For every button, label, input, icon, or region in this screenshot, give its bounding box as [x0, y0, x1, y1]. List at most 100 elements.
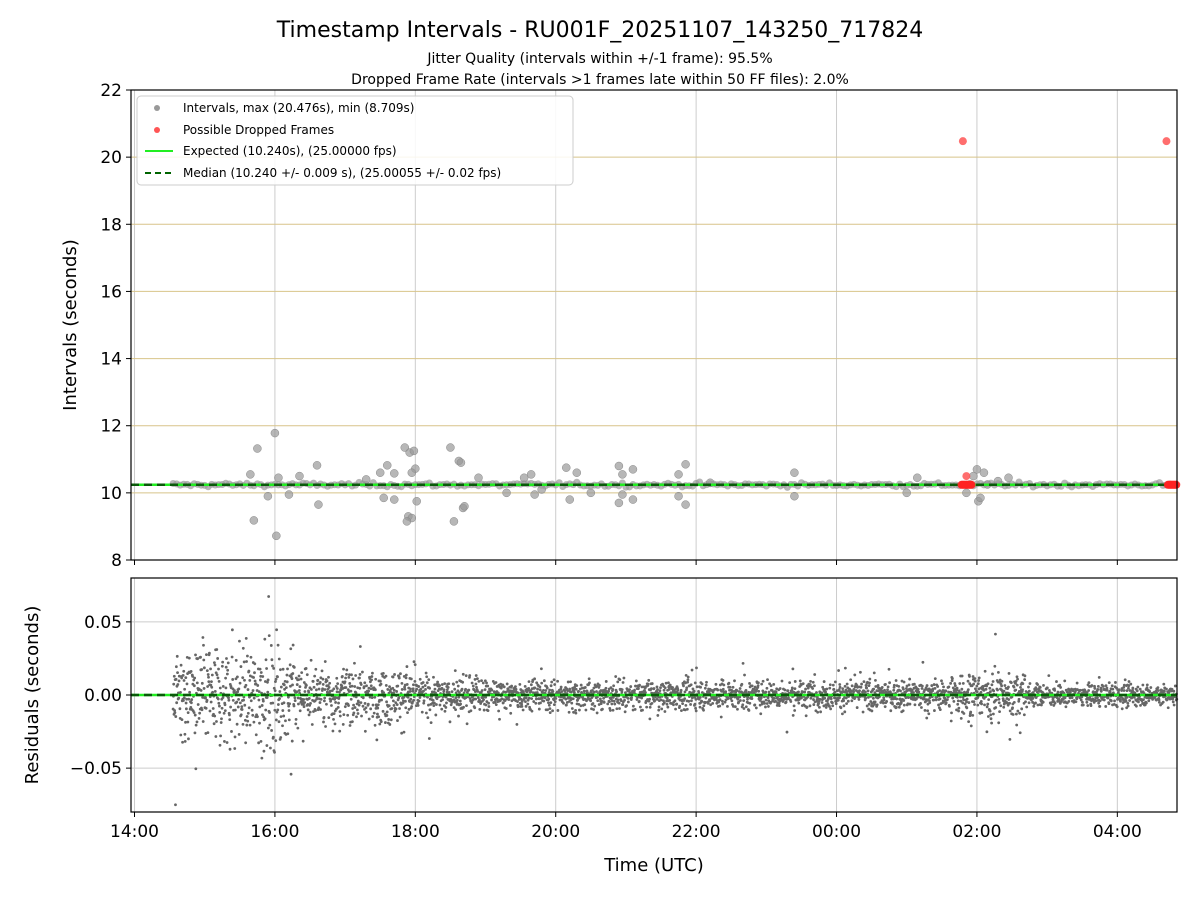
residual-point	[1125, 689, 1129, 692]
residual-point	[515, 722, 519, 726]
residual-point	[1052, 704, 1056, 707]
residual-point	[520, 705, 524, 708]
residual-point	[1022, 713, 1026, 717]
residual-point	[928, 696, 932, 700]
residual-point	[767, 690, 771, 694]
residual-point	[376, 706, 380, 710]
interval-outlier-point	[618, 490, 627, 499]
residual-point	[1126, 704, 1130, 708]
residual-point	[173, 711, 177, 715]
residual-point	[526, 698, 530, 702]
residual-point	[216, 697, 220, 701]
residual-point	[1123, 678, 1127, 682]
interval-outlier-point	[284, 490, 294, 499]
residual-point	[196, 703, 200, 706]
chart-subtitle-dropped: Dropped Frame Rate (intervals >1 frames …	[351, 72, 849, 88]
residual-point	[838, 696, 841, 700]
residual-point	[690, 668, 694, 672]
residual-point	[536, 687, 539, 691]
residual-point	[237, 733, 241, 736]
residual-point	[175, 701, 179, 705]
residual-point	[1090, 684, 1094, 687]
residual-point	[221, 696, 225, 699]
residual-point	[329, 698, 333, 702]
residual-point	[206, 673, 210, 676]
residual-point	[704, 683, 708, 687]
residual-point	[258, 721, 261, 725]
residual-point	[906, 702, 910, 706]
residuals-x-tick-label: 22:00	[672, 822, 721, 842]
residual-point	[345, 668, 349, 672]
residual-point	[940, 679, 943, 683]
residual-point	[485, 700, 489, 703]
residual-point	[358, 686, 362, 690]
residual-point	[633, 707, 637, 711]
residual-point	[899, 689, 902, 693]
residual-point	[422, 689, 425, 693]
residual-point	[247, 706, 251, 710]
residual-point	[461, 680, 465, 684]
residual-point	[949, 719, 953, 723]
residual-point	[548, 688, 552, 692]
residual-point	[423, 684, 427, 687]
legend-dropped-marker	[154, 127, 160, 133]
residual-point	[648, 705, 652, 709]
residual-point	[474, 674, 478, 677]
residual-point	[526, 702, 530, 706]
residual-point	[364, 710, 368, 714]
residual-point	[291, 683, 294, 687]
residual-point	[440, 707, 444, 711]
residual-point	[766, 678, 769, 682]
residual-point	[410, 705, 414, 708]
residual-point	[598, 697, 602, 701]
residual-point	[213, 663, 217, 667]
residual-point	[404, 676, 408, 680]
residual-point	[953, 684, 957, 688]
residual-point	[638, 683, 641, 687]
residual-point	[912, 691, 915, 694]
residual-point	[268, 723, 272, 727]
residual-point	[777, 701, 781, 705]
residual-point	[243, 703, 247, 707]
residual-point	[184, 676, 188, 680]
residual-point	[997, 701, 1001, 705]
residual-point	[478, 698, 481, 702]
residual-point	[675, 702, 679, 706]
residual-point	[297, 702, 300, 706]
residual-point	[766, 696, 770, 700]
residual-point	[294, 718, 298, 721]
residual-point	[1020, 707, 1024, 711]
residual-point	[969, 710, 973, 714]
residual-point	[457, 714, 460, 718]
residual-point	[764, 690, 768, 694]
residual-point	[853, 673, 857, 677]
residual-point	[546, 708, 549, 712]
residual-point	[702, 708, 705, 712]
residual-point	[447, 690, 451, 694]
residual-point	[718, 704, 722, 708]
residual-point	[647, 678, 651, 682]
residual-point	[1157, 689, 1160, 692]
residual-point	[447, 682, 451, 686]
residual-point	[812, 698, 815, 701]
residual-point	[591, 702, 595, 705]
residual-point	[462, 691, 466, 695]
residual-point	[649, 687, 653, 691]
residual-point	[539, 701, 542, 705]
residual-point	[614, 675, 618, 678]
residual-point	[259, 674, 263, 678]
residual-point	[611, 708, 615, 712]
residual-point	[866, 695, 870, 699]
residual-point	[474, 682, 478, 686]
residual-point	[225, 657, 228, 660]
residual-point	[1107, 702, 1111, 706]
residual-point	[907, 683, 911, 687]
residual-point	[228, 747, 232, 751]
residual-point	[668, 699, 672, 702]
residual-point	[1099, 686, 1103, 690]
residual-point	[583, 703, 587, 707]
interval-outlier-point	[790, 468, 799, 477]
residual-point	[274, 677, 278, 681]
residual-point	[1025, 705, 1029, 709]
residual-point	[842, 699, 845, 703]
